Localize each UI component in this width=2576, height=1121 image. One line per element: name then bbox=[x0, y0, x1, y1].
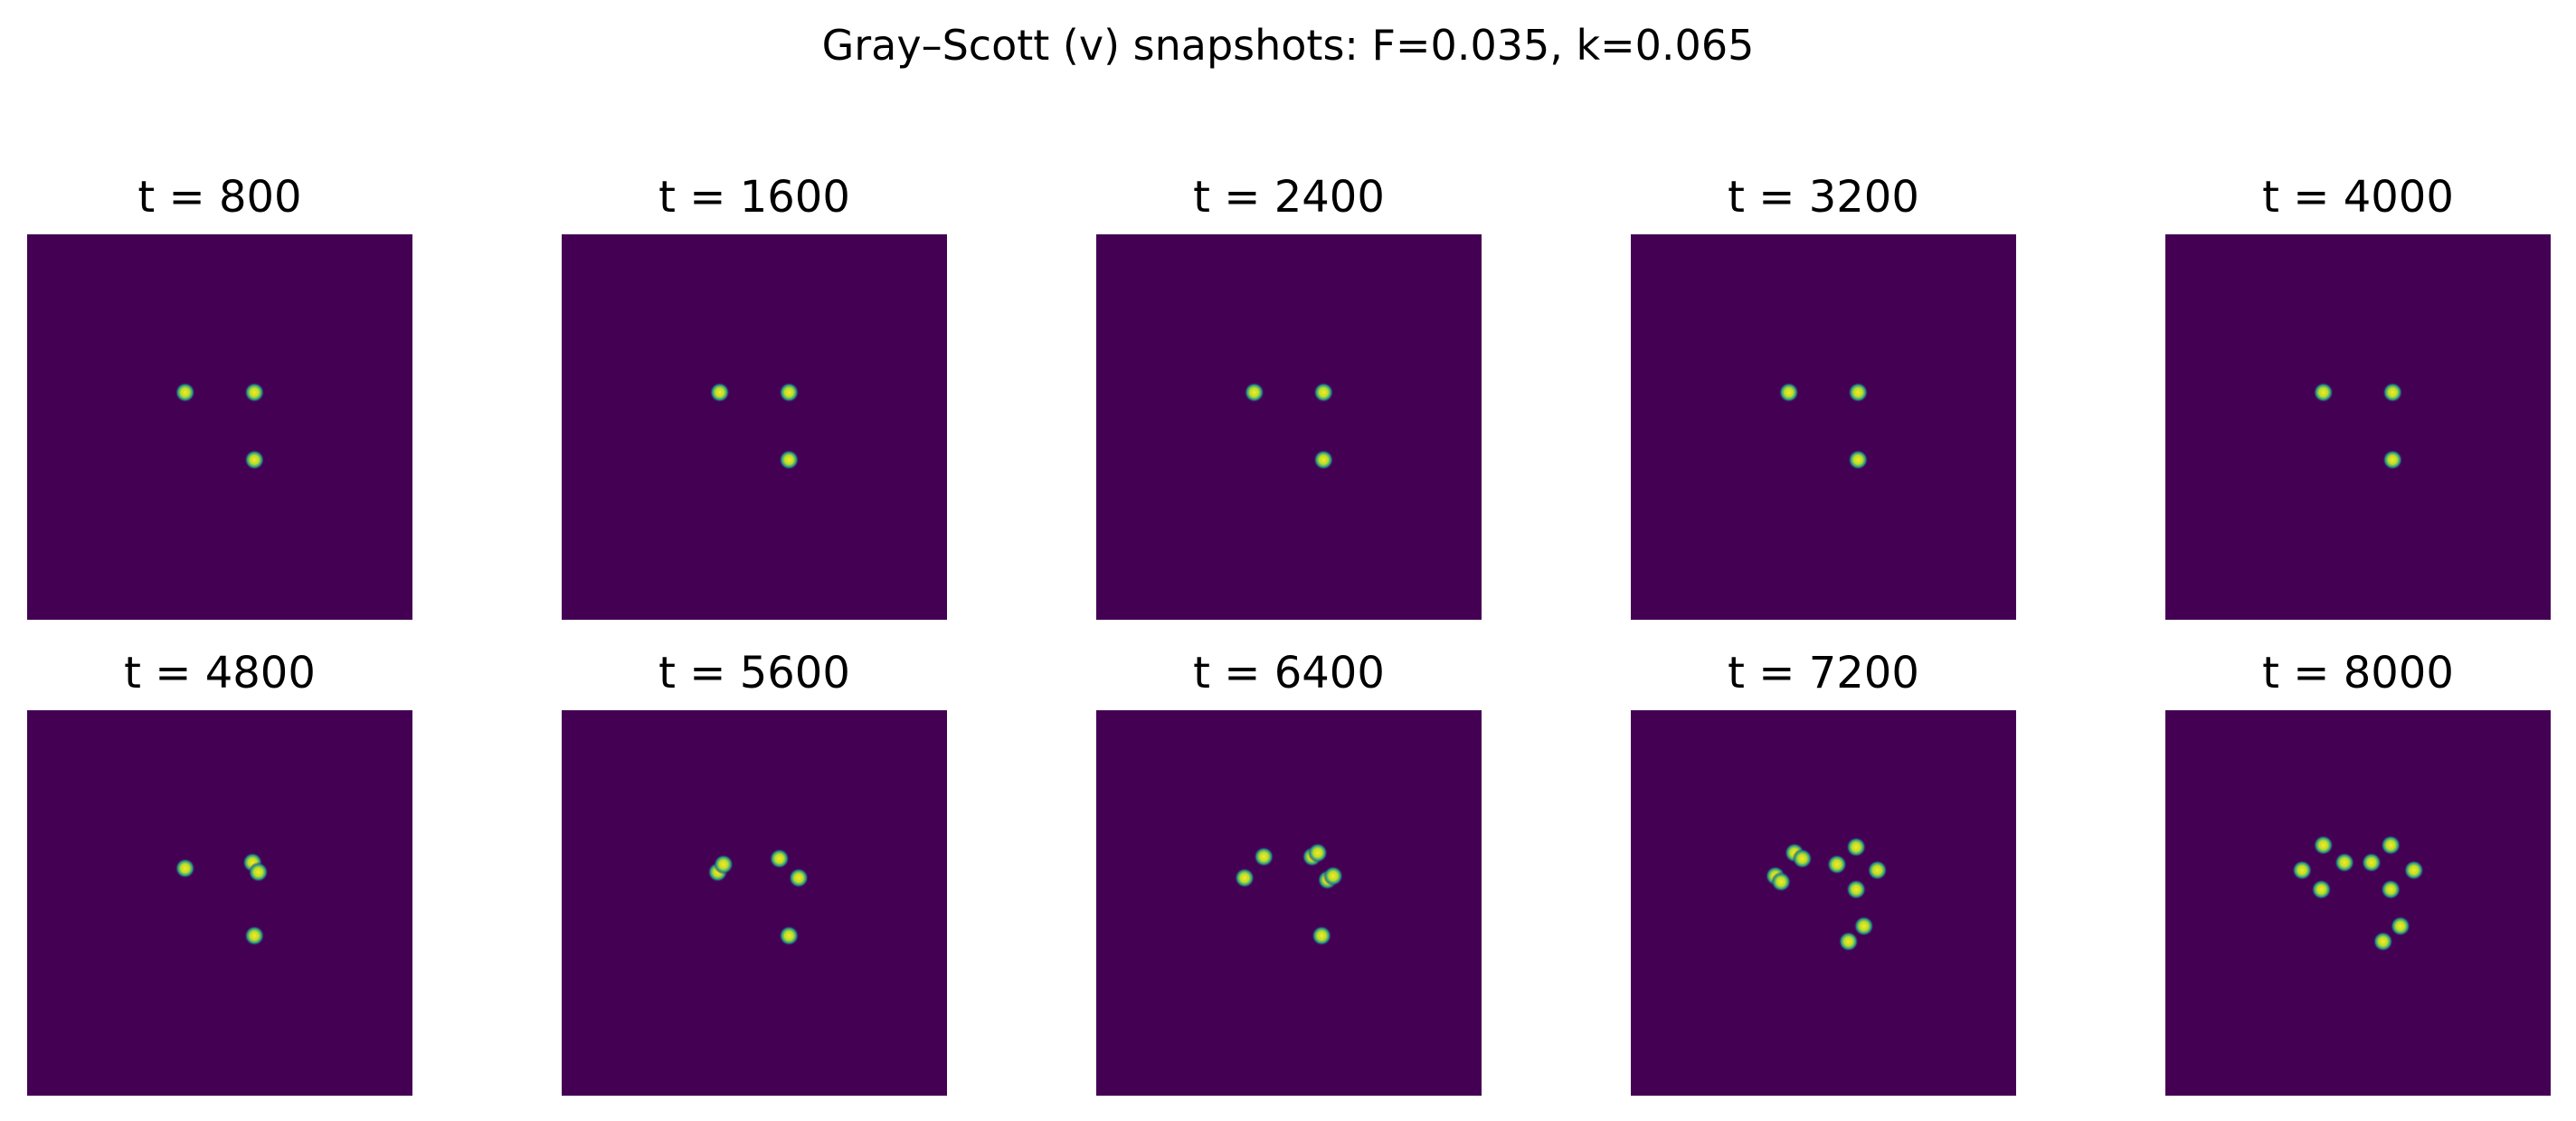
spot-mark bbox=[244, 450, 265, 470]
spot-mark bbox=[2381, 835, 2401, 856]
field-image bbox=[27, 234, 412, 620]
field-background bbox=[562, 234, 947, 620]
spot-mark bbox=[248, 861, 269, 882]
spot-mark bbox=[1307, 842, 1328, 863]
spot-mark bbox=[1867, 860, 1888, 880]
field-background bbox=[562, 710, 947, 1096]
panel-title: t = 7200 bbox=[1728, 648, 1919, 698]
field-image bbox=[562, 234, 947, 620]
spot-mark bbox=[789, 868, 809, 888]
field-image bbox=[2165, 710, 2551, 1096]
spot-mark bbox=[175, 382, 195, 403]
spot-mark bbox=[1826, 854, 1847, 875]
spot-mark bbox=[779, 382, 800, 403]
spot-mark bbox=[1848, 382, 1869, 403]
field-image bbox=[562, 710, 947, 1096]
panel-title: t = 3200 bbox=[1728, 172, 1919, 223]
spot-mark bbox=[769, 849, 790, 869]
snapshot-panel: t = 1600 bbox=[562, 169, 947, 620]
panel-title: t = 5600 bbox=[658, 648, 850, 698]
spot-mark bbox=[2382, 450, 2403, 470]
panel-title: t = 6400 bbox=[1193, 648, 1385, 698]
panel-title: t = 800 bbox=[137, 172, 302, 223]
snapshot-panel: t = 2400 bbox=[1096, 169, 1482, 620]
field-background bbox=[27, 234, 412, 620]
snapshot-panel: t = 7200 bbox=[1631, 645, 2016, 1096]
snapshot-panel: t = 3200 bbox=[1631, 169, 2016, 620]
spot-mark bbox=[1235, 868, 1255, 888]
spot-mark bbox=[1778, 382, 1799, 403]
field-background bbox=[1096, 234, 1482, 620]
spot-mark bbox=[2390, 916, 2410, 936]
spot-mark bbox=[1244, 382, 1264, 403]
panel-title: t = 4000 bbox=[2262, 172, 2454, 223]
field-background bbox=[1631, 234, 2016, 620]
field-image bbox=[1096, 710, 1482, 1096]
spot-mark bbox=[2372, 931, 2393, 952]
field-image bbox=[1631, 234, 2016, 620]
spot-mark bbox=[1313, 382, 1334, 403]
panel-title: t = 1600 bbox=[658, 172, 850, 223]
spot-mark bbox=[1846, 879, 1867, 900]
spot-mark bbox=[2313, 382, 2334, 403]
field-background bbox=[2165, 710, 2551, 1096]
figure-title: Gray–Scott (v) snapshots: F=0.035, k=0.0… bbox=[821, 21, 1755, 70]
field-background bbox=[27, 710, 412, 1096]
spot-mark bbox=[1848, 450, 1869, 470]
snapshot-panel: t = 4000 bbox=[2165, 169, 2551, 620]
spot-mark bbox=[1853, 916, 1874, 936]
field-background bbox=[1631, 710, 2016, 1096]
snapshot-panel: t = 4800 bbox=[27, 645, 412, 1096]
snapshot-panel: t = 6400 bbox=[1096, 645, 1482, 1096]
spot-mark bbox=[713, 854, 734, 875]
spot-mark bbox=[709, 382, 730, 403]
field-background bbox=[1096, 710, 1482, 1096]
spot-mark bbox=[2334, 852, 2355, 873]
spot-mark bbox=[1838, 931, 1859, 952]
panel-title: t = 4800 bbox=[124, 648, 316, 698]
field-image bbox=[27, 710, 412, 1096]
spot-mark bbox=[2382, 382, 2403, 403]
spot-mark bbox=[1792, 849, 1813, 869]
spot-mark bbox=[2313, 835, 2334, 856]
spot-mark bbox=[779, 450, 800, 470]
spot-mark bbox=[2361, 852, 2382, 873]
spot-mark bbox=[2381, 879, 2401, 900]
spot-mark bbox=[1313, 450, 1334, 470]
spot-mark bbox=[2311, 879, 2332, 900]
spot-mark bbox=[1846, 837, 1867, 858]
panel-title: t = 8000 bbox=[2262, 648, 2454, 698]
snapshot-panel: t = 800 bbox=[27, 169, 412, 620]
spot-mark bbox=[1323, 866, 1343, 887]
spot-mark bbox=[175, 858, 195, 879]
field-background bbox=[2165, 234, 2551, 620]
spot-mark bbox=[244, 382, 265, 403]
spot-mark bbox=[1771, 871, 1792, 892]
spot-mark bbox=[244, 926, 265, 946]
spot-mark bbox=[1254, 846, 1274, 867]
field-image bbox=[1631, 710, 2016, 1096]
spot-mark bbox=[2403, 860, 2424, 880]
panel-title: t = 2400 bbox=[1193, 172, 1385, 223]
field-image bbox=[1096, 234, 1482, 620]
field-image bbox=[2165, 234, 2551, 620]
spot-mark bbox=[779, 926, 800, 946]
spot-mark bbox=[2292, 860, 2313, 880]
snapshot-panel: t = 5600 bbox=[562, 645, 947, 1096]
spot-mark bbox=[1312, 926, 1332, 946]
snapshot-panel: t = 8000 bbox=[2165, 645, 2551, 1096]
